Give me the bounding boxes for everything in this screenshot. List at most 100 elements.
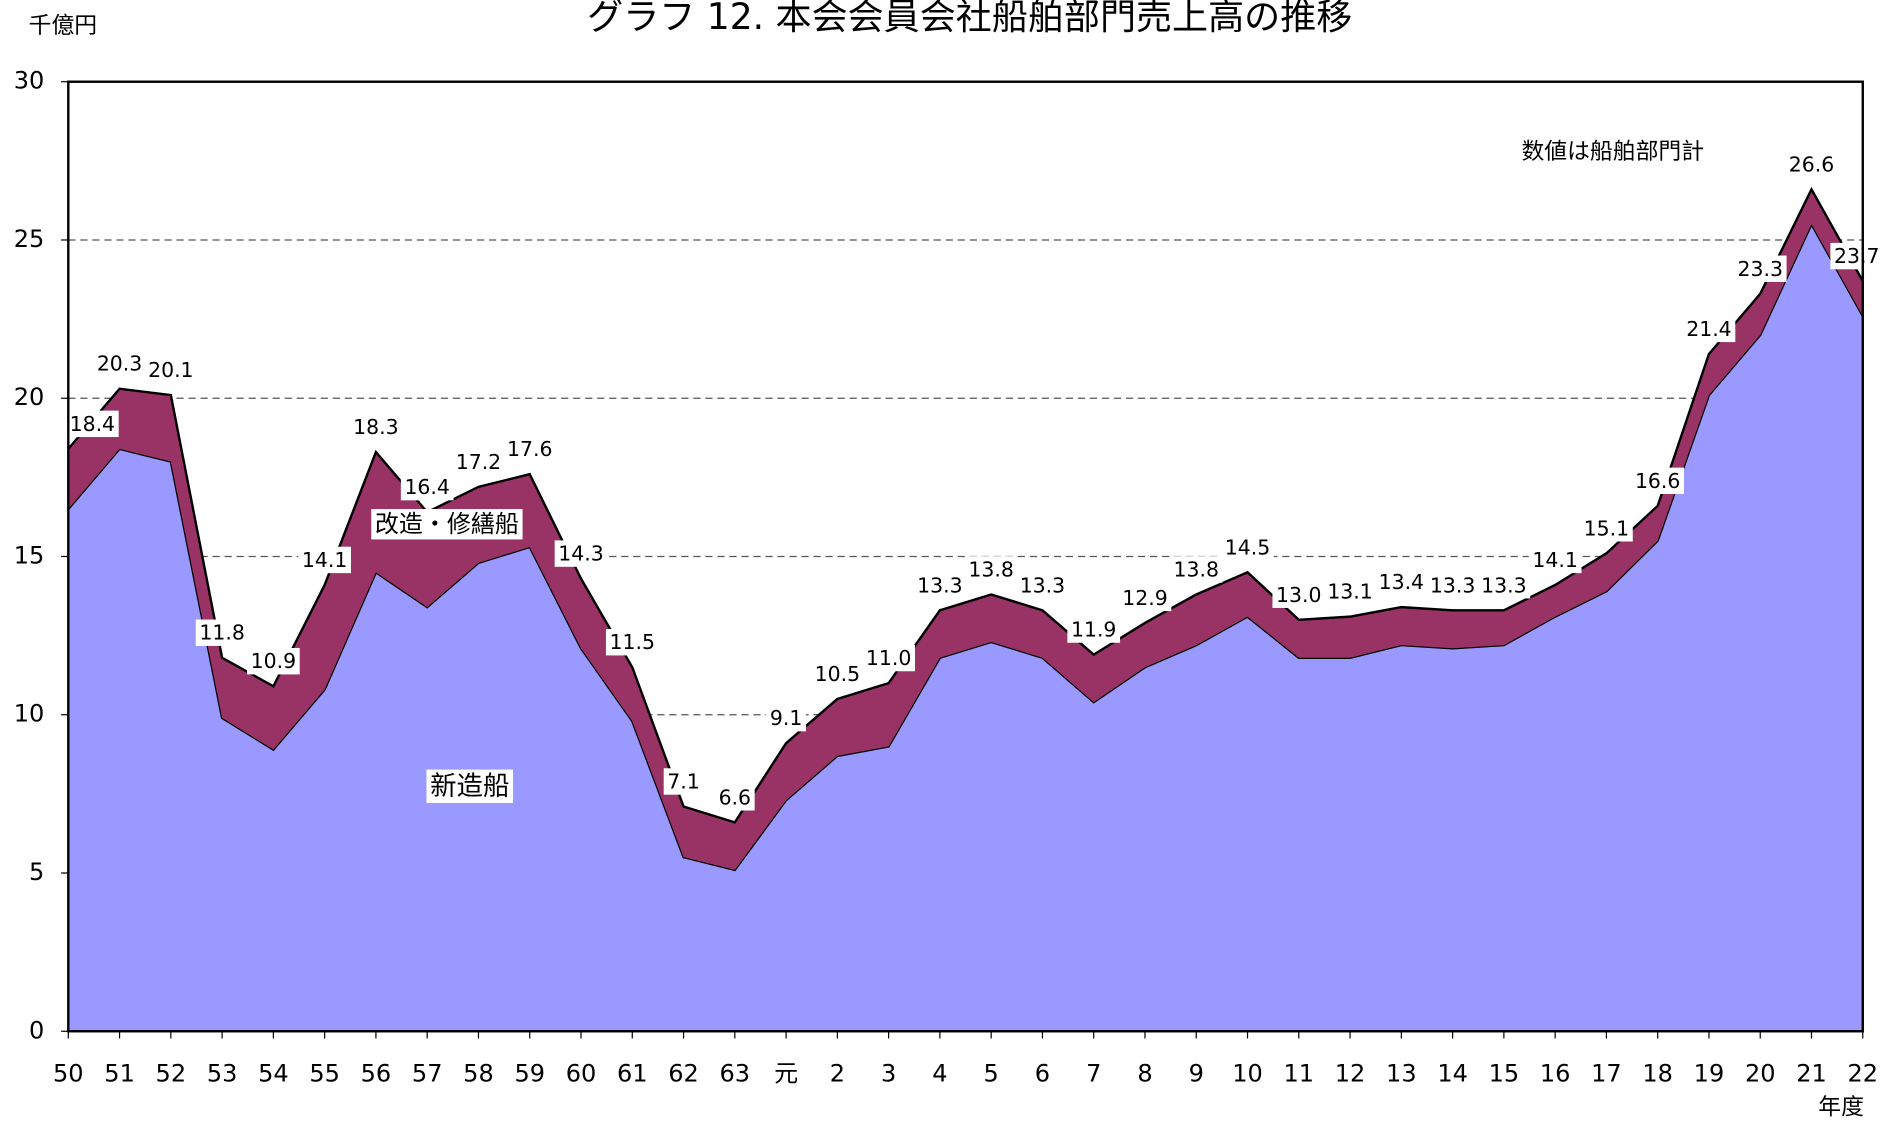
data-label-bg [247,648,300,675]
series-label-bg [426,769,514,803]
labels: 18.4 20.3 20.1 11.8 10.9 14.1 18.3 16.4 17.217.6… [65,151,1884,811]
data-label: 13.3 [917,573,962,597]
x-tick-label: 12 [1335,1060,1366,1088]
area [68,224,1863,1032]
x-tick-label: 15 [1489,1060,1520,1088]
data-label: 20.3 [97,352,142,376]
x-tick-label: 16 [1540,1060,1571,1088]
plot-frame [67,80,1864,1033]
data-label: 13.3 [1481,573,1526,597]
x-tick-label: 元 [774,1060,798,1088]
data-label: 18.3 [353,415,398,439]
data-label: 13.0 [1276,583,1321,607]
data-label-bg [1682,315,1736,343]
data-label-bg [1580,515,1633,542]
x-tick-label: 60 [566,1060,597,1088]
x-tick-label: 4 [932,1060,947,1088]
data-label: 20.1 [148,358,193,382]
data-label: 13.3 [1430,573,1475,597]
data-label: 18.4 [70,412,115,436]
data-label: 11.0 [866,646,911,670]
data-label: 13.8 [968,557,1013,581]
y-tick-label: 25 [14,225,45,253]
series-label: 改造・修繕船 [375,510,519,538]
x-tick-label: 58 [463,1060,494,1088]
x-tick-label: 10 [1232,1060,1263,1088]
data-label: 26.6 [1789,152,1834,176]
data-label: 11.5 [610,630,655,654]
data-label: 10.5 [815,662,860,686]
data-label-bg [65,410,119,438]
data-label: 23.7 [1834,244,1879,268]
data-label-bg [811,660,864,688]
x-tick-label: 50 [53,1060,84,1088]
data-label: 15.1 [1584,516,1629,540]
x-tick-label: 7 [1086,1060,1101,1088]
data-label: 14.3 [558,542,603,566]
x-tick-label: 14 [1437,1060,1468,1088]
y-tick-label: 0 [29,1016,44,1044]
x-tick-label: 53 [207,1060,238,1088]
data-label-bg [605,629,659,656]
x-tick-label: 2 [830,1060,845,1088]
data-label-bg [452,448,505,476]
chart-title: グラフ 12. 本会会員会社船舶部門売上高の推移 [587,0,1352,38]
x-tick-label: 20 [1745,1060,1776,1088]
x-tick-label: 62 [668,1060,699,1088]
y-tick-label: 30 [14,67,45,95]
y-tick-label: 5 [29,858,44,886]
data-label-bg [503,435,557,463]
x-tick-label: 54 [258,1060,289,1088]
areas [67,186,1864,1032]
data-label-bg [1221,534,1274,561]
data-label: 21.4 [1686,317,1731,341]
data-label: 14.1 [302,548,347,572]
x-tick-label: 56 [361,1060,392,1088]
data-label-bg [349,413,403,441]
x-tick-label: 63 [720,1060,751,1088]
data-label-bg [298,546,351,574]
x-tick-label: 3 [881,1060,896,1088]
data-label-bg [766,704,806,732]
data-label: 14.5 [1225,535,1270,559]
data-label-bg [400,473,454,501]
x-tick-label: 57 [412,1060,443,1088]
data-label: 13.1 [1327,580,1372,604]
x-tick-label: 22 [1847,1060,1878,1088]
data-label-bg [1426,572,1479,599]
x-tick-label: 51 [104,1060,135,1088]
x-tick-label: 55 [309,1060,340,1088]
data-label: 11.9 [1071,618,1116,642]
data-label-bg [1733,255,1787,282]
x-tick-label: 6 [1035,1060,1050,1088]
data-label-bg [1272,581,1326,608]
data-label: 13.4 [1379,570,1424,594]
x-tick-label: 21 [1796,1060,1827,1088]
data-label-bg [964,556,1018,583]
data-label: 12.9 [1122,586,1167,610]
data-label-bg [862,644,915,672]
data-label-bg [1016,572,1069,599]
data-label-bg [1830,242,1884,270]
data-label-bg [1374,568,1428,596]
data-label: 7.1 [667,769,699,793]
x-tick-label: 5 [984,1060,999,1088]
x-tick-label: 19 [1694,1060,1725,1088]
data-label-bg [1785,151,1838,178]
x-tick-label: 52 [156,1060,187,1088]
data-label: 13.3 [1020,573,1065,597]
data-label: 6.6 [719,785,751,809]
x-tick-label: 9 [1189,1060,1204,1088]
data-label-bg [913,572,967,599]
data-label: 23.3 [1737,257,1782,281]
annotation: 数値は船舶部門計 [1521,139,1704,165]
x-tick-label: 11 [1284,1060,1315,1088]
data-label-bg [714,784,755,811]
data-label-bg [1528,546,1582,574]
data-label-bg [1323,578,1377,605]
y-axis-unit: 千億円 [29,13,97,39]
y-tick-label: 20 [14,383,45,411]
data-label-bg [1477,572,1531,599]
data-label-bg [1067,616,1121,643]
